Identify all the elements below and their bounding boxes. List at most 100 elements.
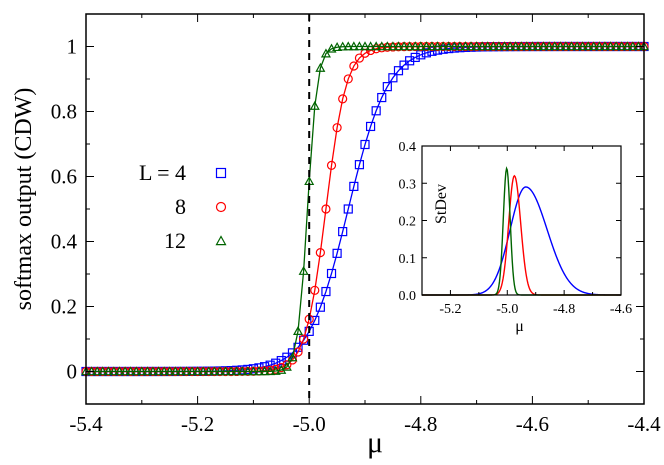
data-point-marker (348, 41, 359, 51)
data-point-marker (594, 41, 605, 51)
data-point-marker (298, 265, 309, 275)
data-point-marker (371, 106, 381, 116)
data-point-marker (309, 100, 320, 110)
data-point-marker (583, 41, 594, 51)
data-point-marker (387, 41, 398, 51)
data-point-marker (343, 41, 354, 51)
y-tick-label: 0.8 (51, 100, 77, 124)
data-point-marker (103, 366, 114, 376)
data-point-marker (338, 227, 348, 237)
data-point-marker (566, 41, 577, 51)
legend: L = 4 8 12 (139, 160, 227, 253)
data-point-marker (371, 41, 382, 51)
data-point-marker (281, 361, 292, 371)
data-point-marker (310, 315, 320, 326)
data-point-marker (332, 123, 342, 133)
data-point-marker (181, 366, 192, 376)
data-point-marker (410, 41, 421, 51)
data-point-marker (214, 366, 225, 376)
data-point-marker (153, 366, 164, 376)
data-point-marker (237, 366, 248, 376)
data-point-marker (588, 41, 599, 51)
data-point-marker (147, 366, 158, 376)
y-tick-label: 0.2 (51, 295, 77, 319)
data-point-marker (315, 247, 325, 258)
data-point-marker (242, 366, 253, 376)
data-point-marker (599, 41, 610, 51)
data-point-marker (443, 41, 454, 51)
data-point-marker (248, 364, 258, 374)
data-point-marker (354, 41, 365, 51)
data-point-marker (360, 139, 370, 150)
data-point-marker (577, 41, 588, 51)
data-point-marker (365, 41, 376, 51)
data-point-marker (108, 366, 119, 376)
data-point-marker (320, 48, 331, 58)
legend-entry: L = 4 (139, 160, 227, 185)
x-tick-label: -4.8 (404, 412, 437, 436)
data-point-marker (326, 268, 337, 279)
legend-marker-icon (215, 167, 227, 179)
data-point-marker (426, 41, 437, 51)
data-point-marker (477, 41, 488, 51)
legend-label: 8 (175, 194, 186, 219)
data-point-marker (493, 41, 504, 51)
data-point-marker (282, 360, 292, 370)
data-point-marker (315, 302, 325, 312)
data-point-marker (622, 41, 633, 51)
inset-y-tick-label: 0.3 (399, 177, 417, 192)
data-point-marker (405, 56, 415, 66)
legend-entry: 8 (175, 194, 227, 219)
data-point-marker (354, 53, 365, 63)
data-point-marker (415, 41, 426, 51)
y-axis-label: softmax output (CDW) (11, 88, 37, 311)
inset-y-tick-label: 0.4 (399, 140, 417, 155)
data-point-marker (114, 366, 125, 376)
data-point-marker (270, 365, 281, 375)
data-point-marker (605, 41, 616, 51)
data-point-marker (510, 41, 521, 51)
data-point-marker (460, 41, 471, 51)
data-point-marker (253, 366, 264, 376)
x-tick-label: -5.0 (293, 412, 326, 436)
data-point-marker (131, 366, 142, 376)
data-point-marker (338, 94, 348, 104)
y-tick-label: 1 (67, 35, 78, 59)
data-point-marker (488, 41, 499, 51)
data-point-marker (343, 204, 353, 214)
x-tick-label: -4.4 (627, 412, 661, 436)
data-point-marker (516, 41, 527, 51)
data-point-marker (555, 41, 566, 51)
data-point-marker (226, 366, 237, 376)
data-point-marker (627, 41, 638, 51)
inset-x-tick-label: -5.2 (439, 302, 461, 317)
x-tick-label: -5.2 (181, 412, 214, 436)
data-point-marker (265, 366, 276, 376)
data-point-marker (482, 41, 493, 51)
data-point-marker (310, 285, 320, 295)
data-point-marker (321, 204, 331, 214)
data-point-marker (616, 41, 627, 51)
data-point-marker (572, 41, 583, 51)
data-point-marker (97, 366, 108, 376)
data-point-marker (220, 366, 231, 376)
main-plot: -5.4 -5.2 -5.0 -4.8 -4.6 -4.4 0 0.2 0.4 0.6 0.8 1 μ s… (11, 13, 661, 459)
data-point-marker (410, 52, 420, 63)
data-point-marker (527, 41, 538, 51)
data-point-marker (471, 41, 482, 51)
inset-x-axis-label: μ (515, 318, 524, 335)
data-point-marker (544, 41, 555, 51)
data-point-marker (421, 48, 431, 58)
x-axis-label: μ (367, 426, 383, 459)
legend-marker-icon (215, 201, 227, 213)
inset-x-tick-label: -4.8 (553, 302, 575, 317)
data-point-marker (326, 43, 337, 53)
data-point-marker (175, 366, 186, 376)
data-point-marker (382, 82, 392, 92)
data-point-marker (315, 62, 326, 72)
inset-y-tick-label: 0.2 (399, 215, 417, 230)
data-point-marker (326, 160, 337, 171)
data-point-marker (521, 41, 532, 51)
data-point-marker (136, 366, 147, 376)
data-point-marker (538, 41, 549, 51)
